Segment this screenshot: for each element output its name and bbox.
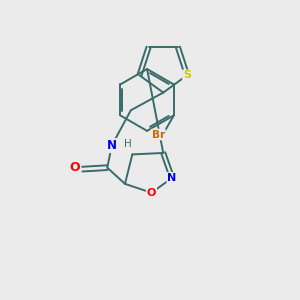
Text: S: S xyxy=(183,70,191,80)
Text: O: O xyxy=(70,161,80,174)
Text: N: N xyxy=(107,139,117,152)
Text: O: O xyxy=(147,188,156,198)
Text: H: H xyxy=(124,139,132,149)
Text: N: N xyxy=(167,173,177,183)
Text: Br: Br xyxy=(152,130,165,140)
